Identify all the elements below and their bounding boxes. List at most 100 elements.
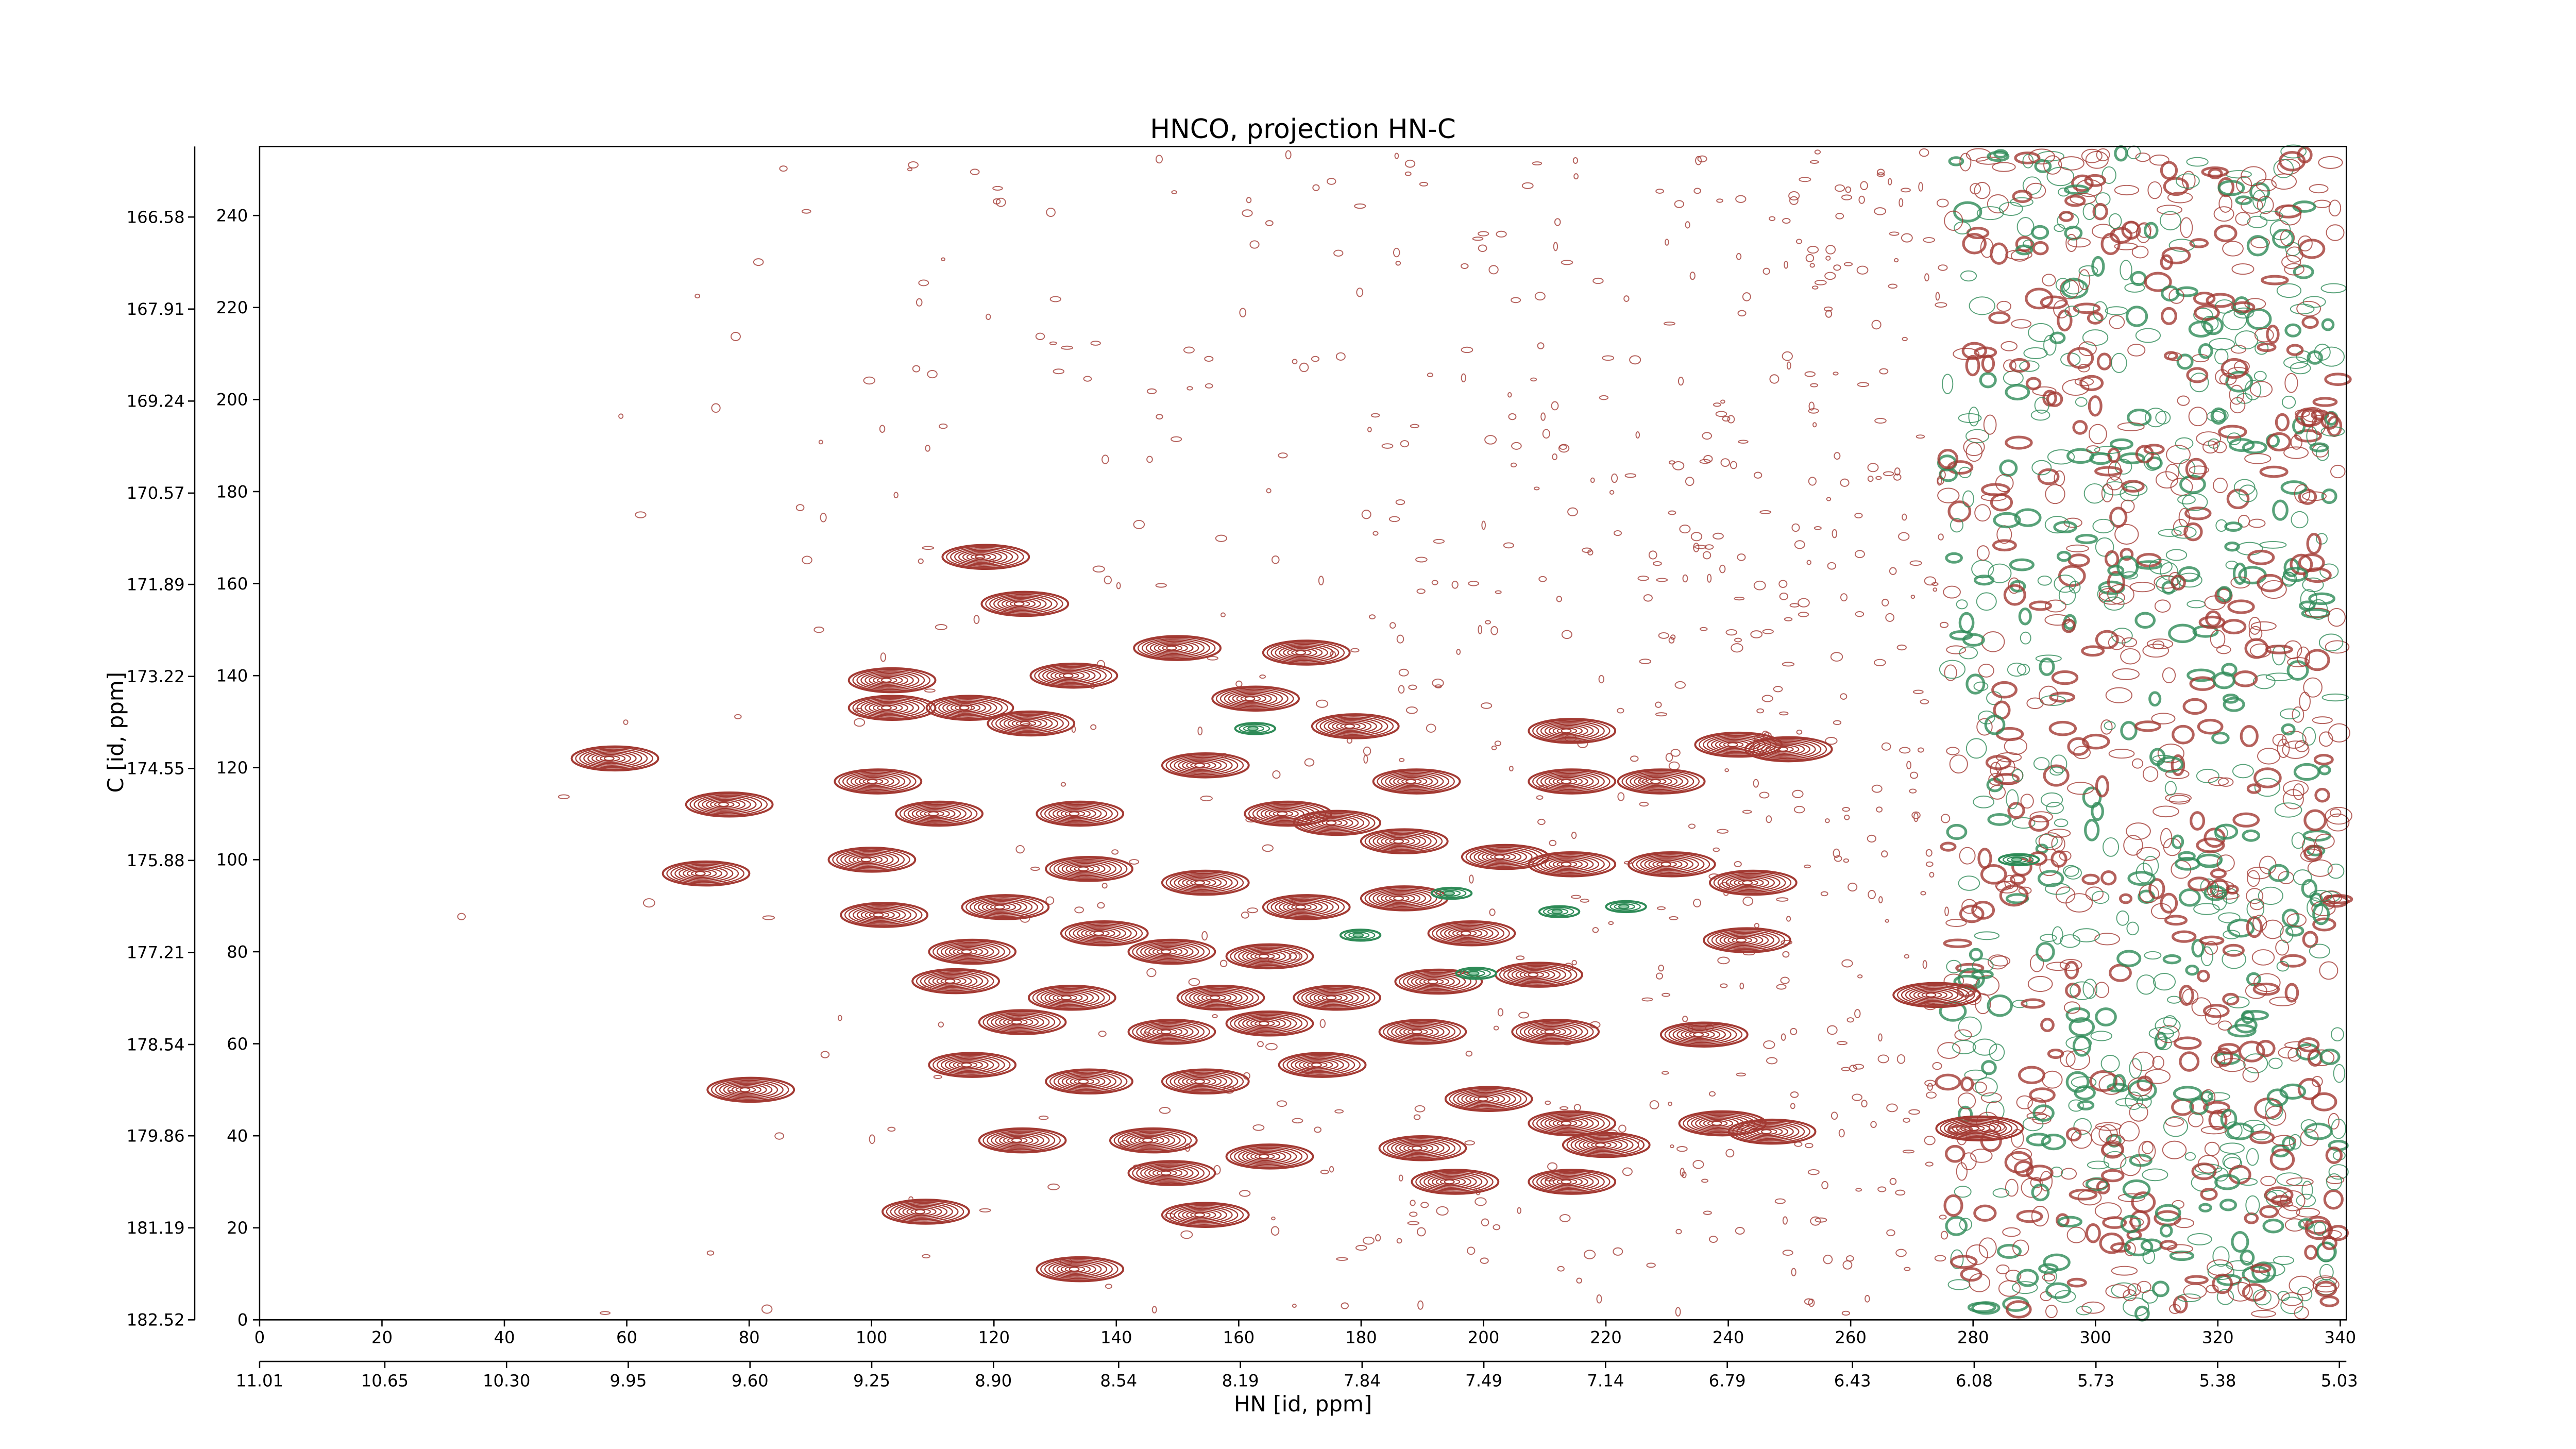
- noise-contour: [1090, 724, 1097, 730]
- noise-contour: [2009, 558, 2035, 571]
- noise-contour: [1257, 1041, 1264, 1048]
- noise-contour: [2294, 1306, 2309, 1320]
- noise-contour: [1537, 818, 1546, 825]
- contour-ring: [838, 770, 917, 793]
- contour-ring: [869, 702, 909, 714]
- noise-contour: [2207, 1263, 2234, 1280]
- noise-contour: [2248, 518, 2266, 528]
- x2-tick-label: 8.54: [1100, 1371, 1137, 1391]
- contour-ring: [1403, 1143, 1434, 1153]
- contour-ring: [1170, 1071, 1239, 1092]
- noise-contour: [1874, 207, 1887, 215]
- peak: [1262, 639, 1351, 666]
- contour-ring: [1332, 720, 1372, 732]
- noise-contour: [2209, 338, 2235, 350]
- peak: [1703, 927, 1791, 953]
- noise-contour: [1842, 1260, 1853, 1270]
- contour-ring: [848, 695, 937, 721]
- contour-ring: [899, 802, 978, 825]
- contour-ring: [890, 1202, 959, 1222]
- noise-contour: [1934, 1255, 1946, 1262]
- noise-contour: [1676, 1146, 1688, 1152]
- noise-contour: [2055, 278, 2071, 292]
- noise-contour: [1958, 875, 1980, 891]
- noise-contour: [2095, 537, 2114, 557]
- contour-ring: [1299, 1059, 1339, 1071]
- noise-contour: [2293, 783, 2304, 800]
- noise-contour: [2286, 344, 2304, 356]
- noise-contour: [1410, 424, 1419, 429]
- noise-contour: [2174, 856, 2201, 871]
- noise-contour: [2060, 1168, 2077, 1180]
- noise-contour: [2249, 898, 2264, 911]
- contour-ring: [1757, 1128, 1777, 1135]
- contour-ring: [940, 978, 961, 985]
- noise-contour: [2210, 868, 2227, 879]
- contour-ring: [987, 1130, 1056, 1151]
- noise-contour: [1825, 245, 1836, 255]
- noise-contour: [2326, 224, 2345, 241]
- noise-contour: [2266, 325, 2280, 344]
- noise-contour: [2272, 499, 2289, 521]
- noise-contour: [2044, 599, 2066, 613]
- noise-contour: [1350, 648, 1360, 653]
- noise-contour: [1146, 968, 1157, 978]
- noise-contour: [1943, 938, 1973, 948]
- noise-contour: [1737, 310, 1747, 317]
- noise-contour: [1987, 954, 2008, 970]
- noise-contour: [1146, 388, 1157, 394]
- contour-ring: [1056, 807, 1096, 820]
- noise-contour: [1510, 462, 1517, 468]
- noise-contour: [1536, 795, 1544, 800]
- contour-ring: [1444, 1179, 1455, 1185]
- noise-contour: [2285, 925, 2304, 937]
- noise-contour: [1739, 982, 1744, 990]
- contour-ring: [1377, 834, 1426, 849]
- contour-ring: [1777, 747, 1788, 752]
- contour-ring: [928, 1052, 1017, 1078]
- y-tick-label: 160: [216, 574, 248, 594]
- contour-ring: [1045, 855, 1133, 882]
- noise-contour: [2224, 521, 2243, 532]
- noise-contour: [1959, 1218, 1973, 1231]
- contour-ring: [1427, 979, 1438, 985]
- noise-contour: [2244, 1212, 2259, 1224]
- contour-ring: [674, 865, 734, 882]
- noise-contour: [2043, 1253, 2071, 1271]
- noise-contour: [2179, 985, 2194, 1006]
- noise-contour: [2281, 1292, 2303, 1306]
- noise-contour: [1878, 896, 1883, 904]
- contour-ring: [1660, 862, 1672, 867]
- contour-ring: [1721, 874, 1781, 891]
- noise-contour: [1708, 1091, 1716, 1097]
- noise-contour: [1367, 427, 1372, 432]
- contour-ring: [1011, 1019, 1022, 1025]
- noise-contour: [706, 1250, 715, 1256]
- noise-contour: [2190, 811, 2206, 831]
- noise-contour: [1875, 476, 1882, 480]
- noise-contour: [2085, 886, 2104, 901]
- peak: [928, 1052, 1017, 1078]
- noise-contour: [2286, 913, 2307, 927]
- noise-contour: [1938, 264, 1948, 271]
- noise-contour: [2147, 181, 2162, 199]
- noise-contour: [1252, 1124, 1265, 1131]
- contour-ring: [1190, 1211, 1211, 1219]
- noise-contour: [2075, 397, 2088, 407]
- noise-contour: [1809, 263, 1815, 268]
- contour-ring: [1377, 770, 1455, 793]
- noise-contour: [2063, 184, 2090, 195]
- contour-ring: [1528, 718, 1617, 744]
- contour-ring: [706, 1076, 795, 1103]
- noise-contour: [1782, 1250, 1793, 1256]
- noise-contour: [1722, 416, 1731, 422]
- contour-ring: [670, 863, 739, 884]
- noise-contour: [2064, 225, 2083, 241]
- noise-contour: [1886, 1229, 1895, 1237]
- contour-ring: [844, 903, 923, 926]
- contour-ring: [1194, 1212, 1206, 1218]
- contour-ring: [982, 1010, 1061, 1034]
- contour-ring: [1579, 1137, 1628, 1153]
- contour-ring: [834, 768, 923, 795]
- noise-contour: [1774, 1198, 1786, 1204]
